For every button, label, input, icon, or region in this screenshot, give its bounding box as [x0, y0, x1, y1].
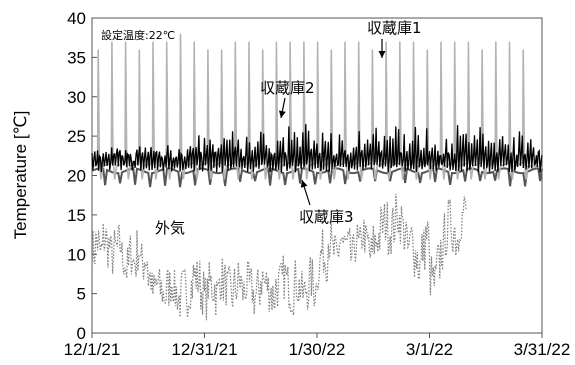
label-storage1: 収蔵庫1 — [367, 19, 422, 37]
x-tick-label: 3/1/22 — [406, 340, 453, 359]
y-tick-label: 0 — [77, 324, 86, 343]
x-tick-label: 12/1/21 — [64, 340, 121, 359]
series-outdoor-line — [91, 193, 467, 321]
x-tick-label: 1/30/22 — [289, 340, 346, 359]
y-tick-label: 25 — [67, 127, 86, 146]
x-tick-label: 3/31/22 — [514, 340, 571, 359]
y-tick-label: 30 — [67, 88, 86, 107]
label-storage2-arrowhead — [278, 110, 286, 118]
y-tick-label: 40 — [67, 9, 86, 28]
y-tick-label: 20 — [67, 167, 86, 186]
setpoint-note: 設定温度:22℃ — [101, 28, 175, 42]
y-tick-label: 5 — [77, 285, 86, 304]
axis-layer: 0 5 10 15 20 25 30 35 40 12/1/21 12/31/21 1/30/22 3/… — [64, 9, 571, 359]
annotation-layer: 収蔵庫1 収蔵庫2 収蔵庫3 外気 — [155, 19, 422, 237]
label-storage3-arrowhead — [300, 180, 308, 188]
y-tick-label: 35 — [67, 48, 86, 67]
label-storage3: 収蔵庫3 — [299, 208, 354, 226]
label-storage1-arrowhead — [378, 51, 386, 58]
series-storage2-line — [91, 124, 543, 173]
series-layer — [91, 33, 543, 321]
x-tick-label: 12/31/21 — [171, 340, 237, 359]
y-tick-label: 15 — [67, 206, 86, 225]
label-storage2: 収蔵庫2 — [260, 79, 315, 97]
y-tick-label: 10 — [67, 245, 86, 264]
y-axis-title: Temperature [℃] — [11, 111, 30, 240]
label-outdoor: 外気 — [155, 219, 185, 237]
